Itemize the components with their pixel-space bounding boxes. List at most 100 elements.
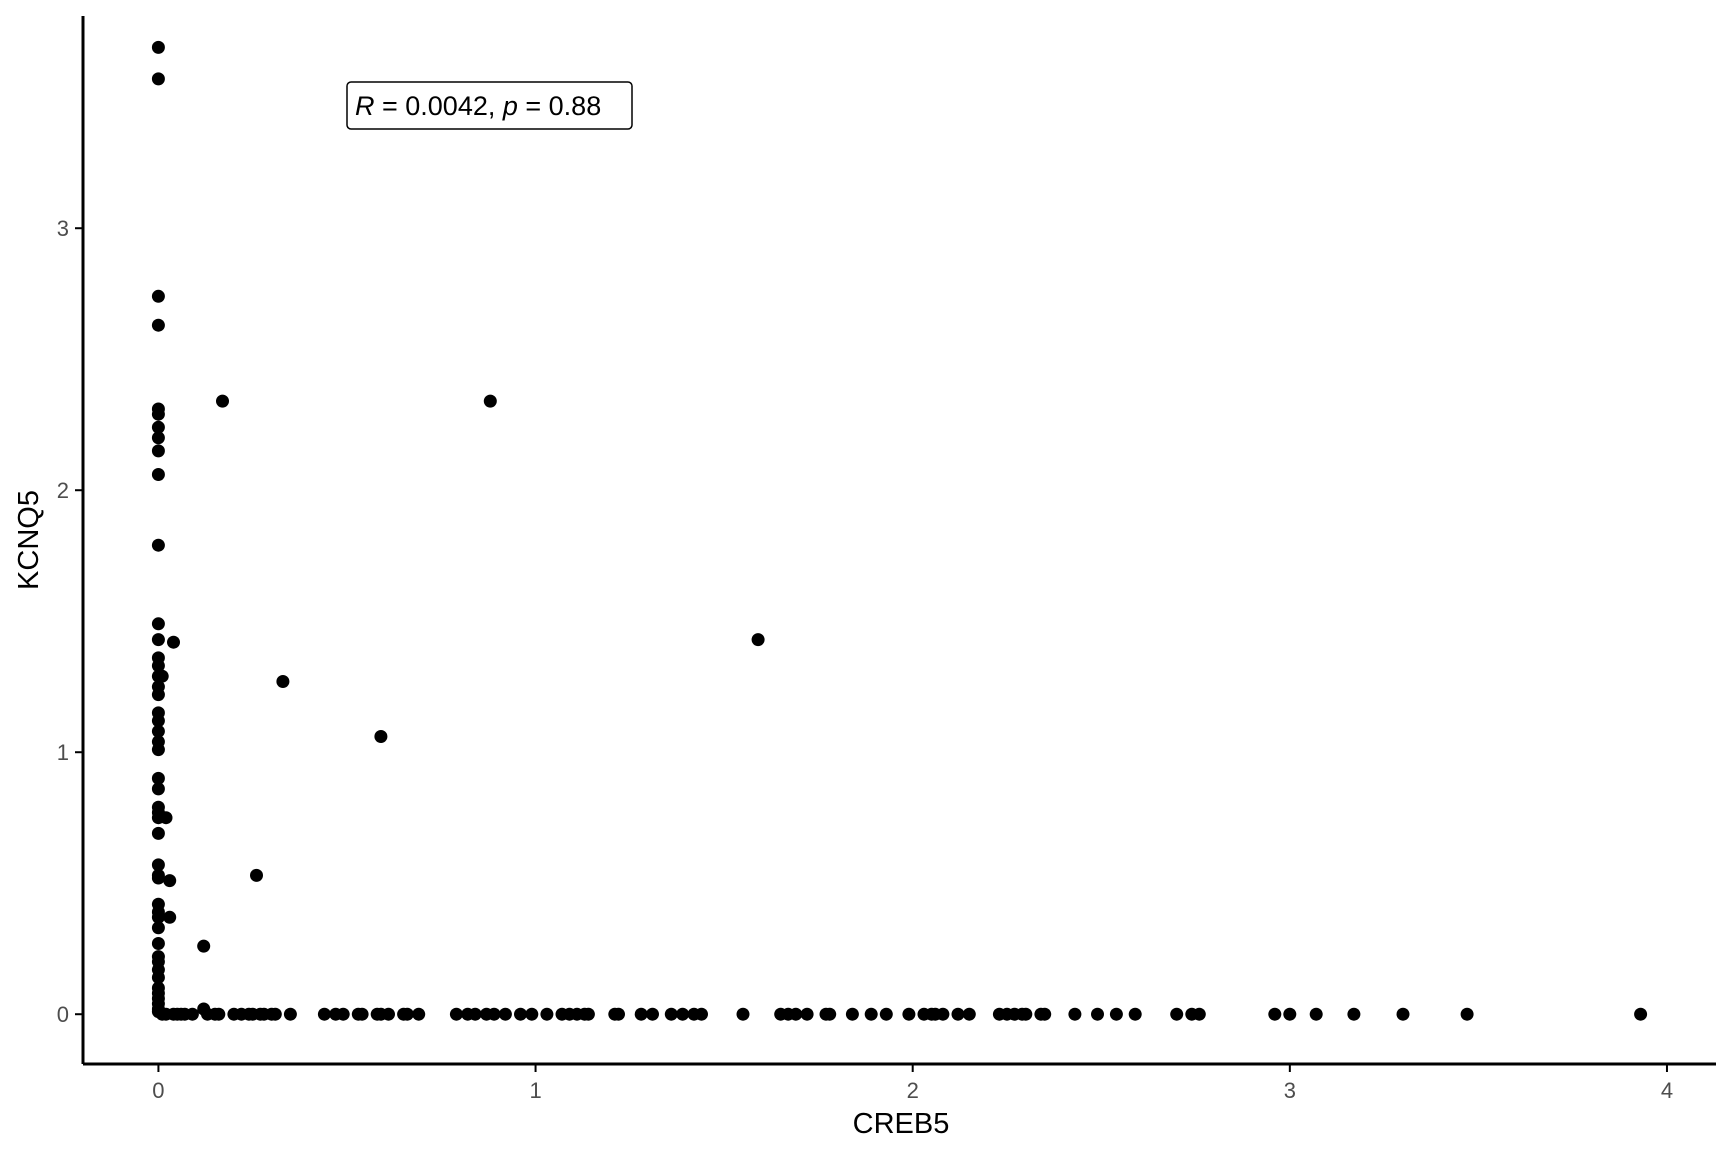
y-tick-label: 1 — [57, 740, 69, 765]
data-point — [151, 921, 165, 935]
data-point — [1309, 1007, 1323, 1021]
data-point — [151, 468, 165, 481]
r-symbol: R — [355, 91, 375, 121]
x-tick-label: 4 — [1661, 1078, 1673, 1103]
data-point — [412, 1007, 426, 1021]
data-point — [1283, 1007, 1297, 1021]
data-point — [151, 538, 165, 552]
correlation-annotation: R = 0.0042, p = 0.88 — [346, 81, 633, 130]
x-tick-label: 2 — [907, 1078, 919, 1103]
data-point — [336, 1007, 350, 1021]
data-point — [317, 1007, 331, 1021]
y-tick-label: 3 — [57, 216, 69, 241]
data-point — [151, 617, 165, 631]
data-point — [483, 394, 497, 408]
y-ticks: 0 1 2 3 — [57, 216, 83, 1027]
data-point — [1128, 1007, 1142, 1021]
data-point — [151, 318, 165, 332]
data-point — [355, 1007, 369, 1021]
data-point — [1019, 1007, 1033, 1021]
r-value: = 0.0042, — [375, 91, 503, 121]
p-value: = 0.88 — [518, 91, 601, 121]
data-point — [163, 874, 177, 888]
data-point — [197, 939, 211, 953]
data-points — [151, 40, 1648, 1021]
data-point — [449, 1007, 463, 1021]
data-point — [151, 858, 165, 872]
data-point — [902, 1007, 916, 1021]
data-point — [468, 1007, 482, 1021]
data-point — [151, 743, 165, 757]
data-point — [789, 1007, 803, 1021]
data-point — [634, 1007, 648, 1021]
data-point — [1460, 1007, 1474, 1021]
data-point — [185, 1007, 199, 1021]
data-point — [879, 1007, 893, 1021]
data-point — [1170, 1007, 1184, 1021]
data-point — [151, 40, 165, 54]
data-point — [151, 431, 165, 445]
data-point — [151, 771, 165, 785]
data-point — [1038, 1007, 1052, 1021]
data-point — [1192, 1007, 1206, 1021]
data-point — [646, 1007, 659, 1021]
data-point — [151, 714, 165, 728]
data-point — [951, 1007, 965, 1021]
data-point — [581, 1007, 595, 1021]
x-tick-label: 1 — [529, 1078, 541, 1103]
annotation-box — [346, 81, 633, 130]
data-point — [540, 1007, 554, 1021]
data-point — [1634, 1007, 1648, 1021]
data-point — [695, 1007, 708, 1021]
data-point — [1268, 1007, 1282, 1021]
data-point — [167, 635, 180, 649]
data-point — [382, 1007, 395, 1021]
data-point — [250, 868, 263, 882]
x-tick-label: 3 — [1284, 1078, 1296, 1103]
axes — [81, 16, 1716, 1066]
p-symbol: p — [502, 91, 518, 121]
data-point — [1396, 1007, 1410, 1021]
data-point — [276, 675, 290, 688]
data-point — [151, 724, 165, 738]
data-point — [151, 407, 165, 421]
data-point — [525, 1007, 539, 1021]
data-point — [151, 971, 165, 984]
data-point — [163, 910, 177, 924]
data-point — [151, 633, 165, 647]
data-point — [216, 394, 229, 408]
data-point — [1091, 1007, 1104, 1021]
data-point — [268, 1007, 282, 1021]
data-point — [151, 289, 165, 303]
data-point — [736, 1007, 750, 1021]
x-tick-label: 0 — [152, 1078, 164, 1103]
data-point — [612, 1007, 625, 1021]
data-point — [155, 669, 169, 683]
data-point — [1109, 1007, 1123, 1021]
data-point — [864, 1007, 878, 1021]
data-point — [151, 871, 165, 885]
data-point — [151, 826, 165, 840]
data-point — [151, 72, 165, 86]
data-point — [664, 1007, 678, 1021]
data-point — [962, 1007, 976, 1021]
data-point — [151, 937, 165, 950]
y-axis-title: KCNQ5 — [13, 490, 45, 590]
data-point — [151, 659, 165, 673]
data-point — [151, 910, 165, 924]
data-point — [400, 1007, 414, 1021]
data-point — [936, 1007, 950, 1021]
data-point — [212, 1007, 226, 1021]
data-point — [1347, 1007, 1361, 1021]
x-ticks: 0 1 2 3 4 — [152, 1064, 1673, 1103]
data-point — [151, 782, 165, 796]
data-point — [159, 811, 173, 825]
data-point — [800, 1007, 814, 1021]
data-point — [374, 730, 388, 743]
y-tick-label: 0 — [57, 1002, 69, 1027]
data-point — [823, 1007, 837, 1021]
data-point — [283, 1007, 297, 1021]
data-point — [151, 444, 165, 458]
annotation-text: R = 0.0042, p = 0.88 — [355, 91, 601, 121]
